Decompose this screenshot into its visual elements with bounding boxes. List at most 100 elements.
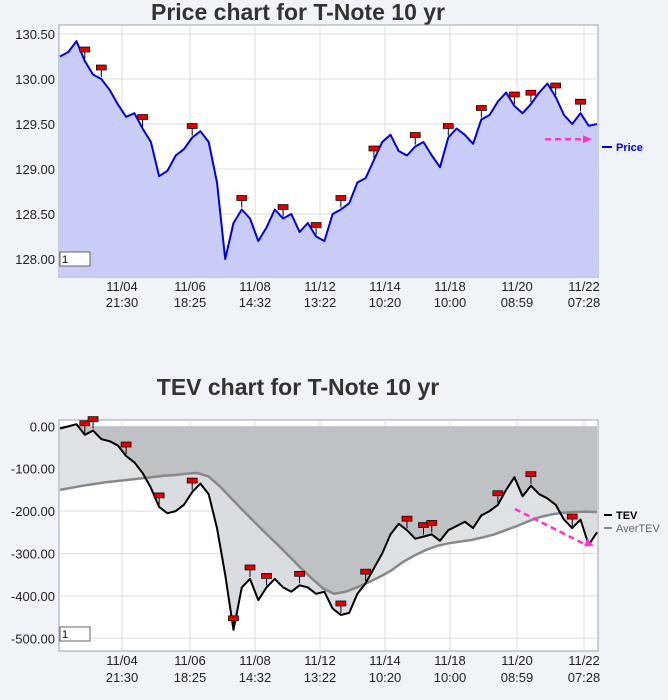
x-tick-time: 07:28: [568, 295, 601, 310]
flag-marker: [79, 46, 91, 53]
flag-marker: [475, 105, 487, 111]
price-box-input[interactable]: 1: [59, 251, 91, 267]
x-tick-time: 07:28: [568, 670, 601, 685]
price-period-box-label: 1: [62, 254, 68, 266]
flag-marker: [236, 195, 248, 201]
price-series: [59, 40, 598, 278]
y-tick-label: -200.00: [11, 504, 55, 519]
price-y-ticks: 130.50 130.00 129.50 129.00 128.50 128.00: [15, 27, 55, 267]
price-flags: [79, 46, 586, 235]
x-tick-time: 10:00: [434, 295, 467, 310]
x-tick-date: 11/06: [174, 653, 206, 668]
flag-marker: [492, 490, 504, 497]
flag-marker: [95, 64, 107, 71]
flag-marker: [426, 520, 438, 526]
flag-marker: [153, 492, 165, 499]
flag-marker: [360, 568, 372, 575]
x-tick-time: 10:00: [434, 670, 467, 685]
price-area-fill: [60, 41, 597, 278]
y-tick-label: 130.50: [15, 27, 55, 42]
x-tick-time: 18:25: [174, 295, 207, 310]
flag-marker: [310, 222, 322, 228]
x-tick-time: 13:22: [304, 295, 337, 310]
tev-line: [59, 423, 598, 631]
trend-arrow-head: [584, 538, 594, 546]
y-tick-label: 0.00: [30, 419, 55, 434]
flag-marker: [137, 114, 148, 120]
tev-series: [59, 423, 598, 631]
flag-marker: [120, 441, 132, 448]
x-tick-date: 11/14: [369, 279, 401, 294]
y-tick-label: 130.00: [15, 72, 55, 87]
x-tick-time: 08:59: [501, 295, 534, 310]
flag-marker: [186, 477, 198, 484]
x-tick-time: 10:20: [369, 295, 402, 310]
flag-marker: [575, 98, 586, 105]
flag-marker: [261, 573, 272, 579]
x-tick-date: 11/04: [106, 279, 138, 294]
flag-marker: [550, 82, 562, 89]
tev-trend-arrow: [514, 507, 594, 548]
flag-marker: [79, 420, 91, 427]
x-tick-date: 11/20: [501, 653, 533, 668]
tev-chart: TEV chart for T-Note 10 yr 0.00 -100.00 -2…: [11, 374, 661, 685]
price-line: [59, 40, 598, 260]
price-legend: Price: [602, 142, 643, 154]
trend-arrow-head: [583, 135, 592, 144]
flag-marker: [509, 91, 520, 98]
trend-arrow-line: [514, 507, 589, 548]
price-period-box[interactable]: [59, 251, 91, 267]
y-tick-label: -400.00: [11, 589, 55, 604]
avertev-legend-label: AverTEV: [616, 523, 660, 535]
x-tick-date: 11/18: [434, 279, 466, 294]
tev-legend-label: TEV: [616, 510, 638, 522]
y-tick-label: -300.00: [11, 547, 55, 562]
y-tick-label: -500.00: [11, 631, 55, 646]
flag-marker: [294, 570, 305, 577]
x-tick-date: 11/06: [174, 279, 206, 294]
y-tick-label: 128.00: [15, 252, 55, 267]
price-legend-label: Price: [616, 142, 643, 154]
x-tick-date: 11/12: [304, 279, 336, 294]
price-chart: Price chart for T-Note 10 yr 130.50 130.0…: [15, 0, 643, 310]
x-tick-time: 14:32: [239, 295, 272, 310]
tev-box-input[interactable]: 1: [59, 626, 91, 642]
flag-marker: [228, 615, 239, 622]
x-tick-date: 11/20: [501, 279, 533, 294]
flag-marker: [368, 145, 380, 152]
tev-flags: [79, 416, 578, 628]
flag-marker: [335, 600, 347, 607]
avertev-area-fill: [60, 424, 597, 630]
x-tick-time: 21:30: [106, 670, 139, 685]
y-tick-label: 129.00: [15, 162, 55, 177]
avertev-line: [59, 471, 598, 596]
tev-period-box[interactable]: [59, 626, 91, 642]
y-tick-label: 129.50: [15, 117, 55, 132]
x-tick-date: 11/14: [369, 653, 401, 668]
y-tick-label: -100.00: [11, 462, 55, 477]
y-tick-label: 128.50: [15, 207, 55, 222]
x-tick-time: 10:20: [369, 670, 402, 685]
flag-marker: [401, 515, 413, 522]
tev-legend: TEV AverTEV: [604, 510, 660, 535]
flag-marker: [186, 123, 198, 129]
flag-marker: [87, 416, 99, 422]
x-tick-time: 18:25: [174, 670, 207, 685]
flag-marker: [409, 132, 421, 138]
x-tick-date: 11/08: [239, 653, 271, 668]
x-tick-time: 13:22: [304, 670, 337, 685]
tev-period-box-label: 1: [62, 629, 68, 641]
flag-marker: [244, 564, 256, 571]
x-tick-date: 11/12: [304, 653, 336, 668]
x-tick-date: 11/04: [106, 653, 138, 668]
x-tick-time: 21:30: [106, 295, 139, 310]
flag-marker: [525, 89, 537, 96]
flag-marker: [525, 471, 537, 478]
flag-marker: [566, 513, 578, 520]
x-tick-date: 11/18: [434, 653, 466, 668]
tev-y-ticks: 0.00 -100.00 -200.00 -300.00 -400.00 -500.00: [11, 419, 55, 646]
flag-marker: [335, 195, 347, 201]
price-trend-arrow: [545, 135, 592, 144]
